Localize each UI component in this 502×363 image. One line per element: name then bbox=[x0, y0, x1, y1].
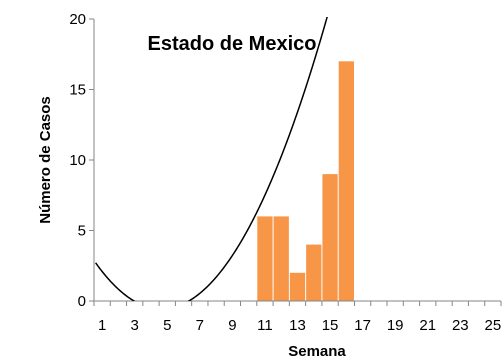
x-tick-label-5: 5 bbox=[163, 317, 171, 334]
x-tick-label-1: 1 bbox=[98, 317, 106, 334]
x-tick-label-23: 23 bbox=[452, 317, 469, 334]
bar-week-16 bbox=[338, 61, 354, 301]
y-tick-label-0: 0 bbox=[78, 293, 86, 310]
x-tick-label-21: 21 bbox=[419, 317, 436, 334]
x-tick-label-25: 25 bbox=[485, 317, 502, 334]
x-tick-label-7: 7 bbox=[196, 317, 204, 334]
y-tick-label-20: 20 bbox=[69, 11, 86, 28]
x-tick-label-11: 11 bbox=[257, 317, 273, 334]
bar-week-13 bbox=[289, 272, 306, 301]
y-tick-label-15: 15 bbox=[69, 82, 86, 99]
bars-group bbox=[257, 61, 354, 301]
x-axis-title: Semana bbox=[288, 343, 346, 360]
x-tick-label-19: 19 bbox=[387, 317, 404, 334]
chart-title: Estado de Mexico bbox=[148, 33, 317, 55]
trendline bbox=[95, 17, 328, 301]
bar-week-11 bbox=[257, 216, 273, 301]
trendline-group bbox=[95, 17, 328, 301]
x-tick-label-15: 15 bbox=[322, 317, 339, 334]
bar-week-15 bbox=[322, 174, 338, 301]
x-tick-label-13: 13 bbox=[289, 317, 306, 334]
bar-week-12 bbox=[273, 216, 289, 301]
bar-week-14 bbox=[306, 244, 322, 301]
x-tick-label-3: 3 bbox=[131, 317, 139, 334]
x-tick-label-9: 9 bbox=[228, 317, 236, 334]
x-tick-label-17: 17 bbox=[354, 317, 371, 334]
y-axis-title: Número de Casos bbox=[37, 96, 54, 224]
y-tick-label-10: 10 bbox=[69, 152, 86, 169]
y-tick-label-5: 5 bbox=[78, 223, 86, 240]
axes-group bbox=[89, 18, 502, 306]
